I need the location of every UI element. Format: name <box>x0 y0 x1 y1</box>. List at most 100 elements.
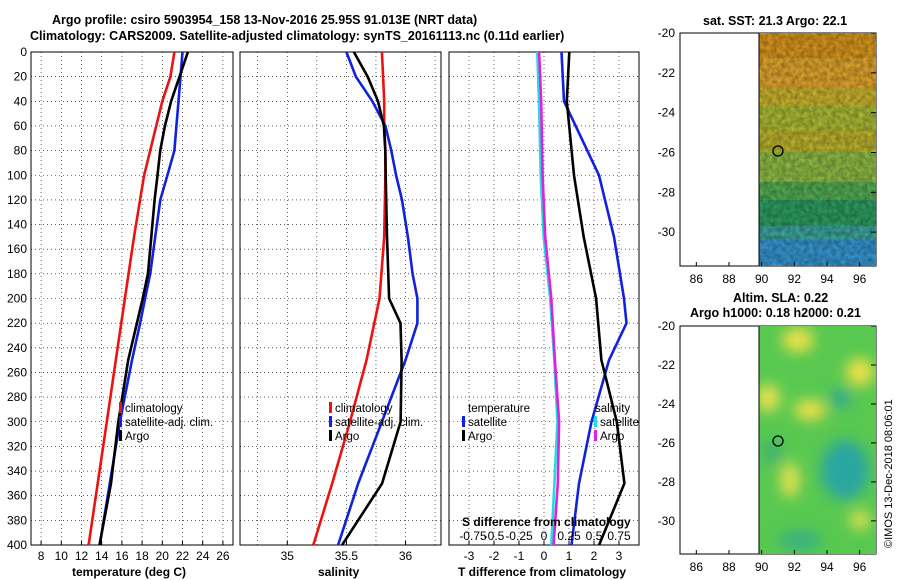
s-tick-label: 0 <box>541 529 548 543</box>
map-y-tick-label: -22 <box>658 358 676 372</box>
x-tick-label: -3 <box>464 549 475 563</box>
x-tick-label: 10 <box>55 549 69 563</box>
legend-swatch-s-satellite <box>594 416 597 427</box>
legend-label-satellite: satellite-adj. clim. <box>335 417 423 429</box>
depth-tick-label: 320 <box>7 439 27 453</box>
depth-tick-label: 240 <box>7 341 27 355</box>
s-difference-label: S difference from climatology <box>462 515 631 529</box>
legend-swatch-satellite <box>329 416 332 427</box>
depth-tick-label: 160 <box>7 242 27 256</box>
x-tick-label: -2 <box>489 549 500 563</box>
salinity-x-ticks: 35 35.5 36 <box>281 541 413 563</box>
map-y-tick-label: -30 <box>658 225 676 239</box>
legend-swatch-s-argo <box>594 430 597 441</box>
depth-axis-ticks: 0 20 40 60 80 100 120 140 160 180 200 220 240 260 280 3… <box>7 45 27 552</box>
depth-tick-label: 220 <box>7 316 27 330</box>
map-x-tick-label: 90 <box>755 560 769 574</box>
depth-tick-label: 20 <box>14 70 28 84</box>
x-tick-label: 14 <box>95 549 109 563</box>
series-line-argo <box>98 51 190 546</box>
sst-map-x-ticks: 86 88 90 92 94 96 <box>690 262 867 286</box>
x-tick-label: 1 <box>566 549 573 563</box>
temperature-grid <box>31 52 233 545</box>
sst-map-title: sat. SST: 21.3 Argo: 22.1 <box>703 14 847 28</box>
series-line-satellite-adj-clim- <box>336 51 419 546</box>
map-y-tick-label: -22 <box>658 66 676 80</box>
map-y-tick-label: -20 <box>658 319 676 333</box>
legend-label-s-argo: Argo <box>600 431 624 443</box>
legend-label-s-satellite: satellite <box>600 417 639 429</box>
argo-location-marker-sst <box>772 145 784 157</box>
temperature-legend: climatology satellite-adj. clim. Argo <box>119 402 213 443</box>
depth-tick-label: 300 <box>7 415 27 429</box>
imos-credit: ©IMOS 13-Dec-2018 08:06:01 <box>883 399 895 548</box>
map-y-tick-label: -24 <box>658 106 676 120</box>
x-tick-label: 3 <box>616 549 623 563</box>
depth-tick-label: 260 <box>7 365 27 379</box>
map-x-tick-label: 86 <box>690 560 704 574</box>
s-tick-label: 0.75 <box>607 529 631 543</box>
depth-tick-label: 100 <box>7 168 27 182</box>
x-tick-label: 35.5 <box>335 549 359 563</box>
argo-location-marker-sla <box>772 435 784 447</box>
sla-map-title-line1: Altim. SLA: 0.22 <box>733 291 828 305</box>
legend-title-temperature: temperature <box>468 403 530 415</box>
difference-s-ticks: -0.75-0.5 -0.25 0 0.25 0.5 0.75 <box>459 529 631 543</box>
figure-title-line2: Climatology: CARS2009. Satellite-adjuste… <box>30 29 564 43</box>
sla-map-x-ticks: 86 88 90 92 94 96 <box>690 550 867 574</box>
sla-map-field <box>759 326 876 554</box>
salinity-series <box>312 51 419 546</box>
depth-tick-label: 360 <box>7 489 27 503</box>
legend-label-t-satellite: satellite <box>468 417 507 429</box>
series-line-salinity-argo <box>537 51 561 546</box>
map-y-tick-label: -28 <box>658 185 676 199</box>
t-difference-label: T difference from climatology <box>458 565 626 579</box>
depth-tick-label: 280 <box>7 390 27 404</box>
salinity-legend: climatology satellite-adj. clim. Argo <box>329 402 423 443</box>
map-y-tick-label: -20 <box>658 26 676 40</box>
salinity-panel: 35 35.5 36 salinity climatology satellite-… <box>239 51 442 579</box>
legend-label-argo: Argo <box>335 431 359 443</box>
map-y-tick-label: -26 <box>658 145 676 159</box>
legend-label-satellite: satellite-adj. clim. <box>125 417 213 429</box>
sla-map: Altim. SLA: 0.22 Argo h1000: 0.18 h2000:… <box>658 291 877 574</box>
temperature-panel: 8 10 12 14 16 18 20 22 24 26 temperature (deg C) … <box>30 51 234 579</box>
sst-map-field <box>759 33 876 266</box>
x-tick-label: 8 <box>38 549 45 563</box>
depth-tick-label: 200 <box>7 292 27 306</box>
legend-title-salinity: salinity <box>595 403 630 415</box>
x-tick-label: 22 <box>176 549 190 563</box>
difference-legend: temperature satellite Argo salinity sate… <box>462 403 639 443</box>
map-x-tick-label: 94 <box>820 272 834 286</box>
legend-swatch-climatology <box>119 402 122 413</box>
depth-tick-label: 60 <box>14 119 28 133</box>
x-tick-label: 16 <box>115 549 129 563</box>
series-line-argo <box>341 51 403 546</box>
legend-label-t-argo: Argo <box>468 431 492 443</box>
difference-series <box>536 51 628 546</box>
map-x-tick-label: 96 <box>853 272 867 286</box>
series-line-temperature-satellite <box>560 51 628 546</box>
legend-label-argo: Argo <box>125 431 149 443</box>
map-x-tick-label: 92 <box>788 272 802 286</box>
x-tick-label: 2 <box>591 549 598 563</box>
depth-tick-label: 180 <box>7 267 27 281</box>
s-tick-label: 0.25 <box>557 529 581 543</box>
s-tick-label: -0.75 <box>459 529 487 543</box>
depth-tick-label: 340 <box>7 464 27 478</box>
depth-tick-label: 0 <box>20 45 27 59</box>
map-y-tick-label: -30 <box>658 514 676 528</box>
legend-swatch-satellite <box>119 416 122 427</box>
map-x-tick-label: 94 <box>820 560 834 574</box>
sla-map-y-ticks: -20 -22 -24 -26 -28 -30 <box>658 319 876 528</box>
map-x-tick-label: 92 <box>788 560 802 574</box>
figure-title-line1: Argo profile: csiro 5903954_158 13-Nov-2… <box>52 13 477 27</box>
depth-tick-label: 400 <box>7 538 27 552</box>
legend-swatch-t-satellite <box>462 416 465 427</box>
x-tick-label: 26 <box>216 549 230 563</box>
temperature-series <box>87 51 190 546</box>
s-tick-label: -0.5 <box>484 529 505 543</box>
map-x-tick-label: 90 <box>755 272 769 286</box>
map-y-tick-label: -28 <box>658 475 676 489</box>
